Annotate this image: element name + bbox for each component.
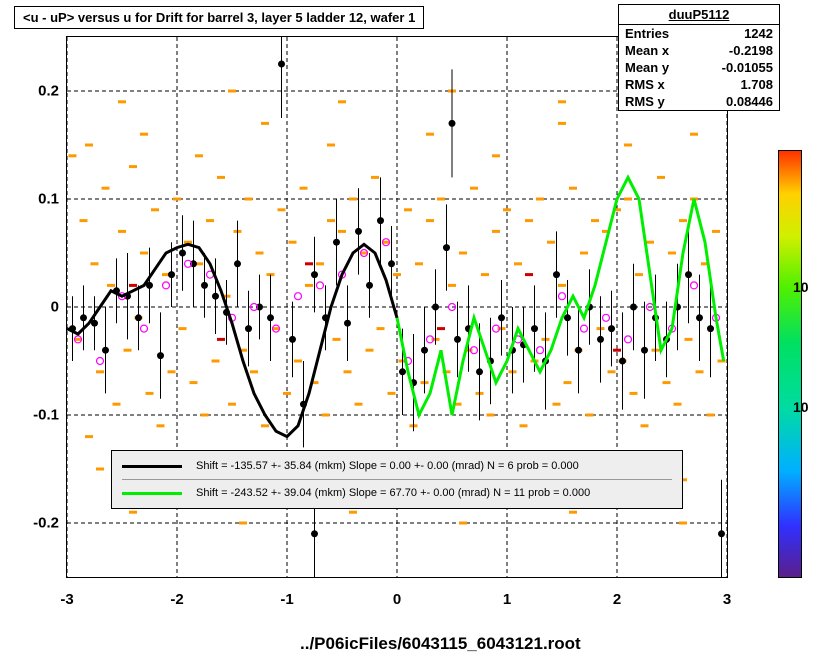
meanx-label: Mean x [625,43,669,58]
entries-value: 1242 [744,26,773,41]
y-axis-label: 0 [51,299,59,316]
y-axis-label: 0.2 [38,83,59,100]
y-axis-label: -0.1 [33,407,59,424]
colorbar-label-top: 10 [793,279,809,295]
x-axis-label: -3 [60,591,73,608]
legend-row-black: Shift = -135.57 +- 35.84 (mkm) Slope = 0… [122,457,672,475]
x-axis-label: -2 [170,591,183,608]
legend-line-green [122,492,182,495]
meany-label: Mean y [625,60,669,75]
meanx-value: -0.2198 [729,43,773,58]
x-axis-label: 1 [503,591,511,608]
x-axis-label: 2 [613,591,621,608]
y-axis-label: 0.1 [38,191,59,208]
stats-name: duuP5112 [619,5,779,25]
chart-title: <u - uP> versus u for Drift for barrel 3… [14,6,424,29]
meany-value: -0.01055 [722,60,773,75]
fit-legend: Shift = -135.57 +- 35.84 (mkm) Slope = 0… [111,450,683,509]
footer-filename: ../P06icFiles/6043115_6043121.root [300,634,581,654]
rmsy-value: 0.08446 [726,94,773,109]
legend-row-green: Shift = -243.52 +- 39.04 (mkm) Slope = 6… [122,479,672,502]
x-axis-label: 0 [393,591,401,608]
rmsx-value: 1.708 [740,77,773,92]
colorbar-label-bottom: 10 [793,399,809,415]
rmsx-label: RMS x [625,77,665,92]
plot-area: Shift = -135.57 +- 35.84 (mkm) Slope = 0… [66,36,728,578]
legend-text-green: Shift = -243.52 +- 39.04 (mkm) Slope = 6… [196,487,590,499]
rmsy-label: RMS y [625,94,665,109]
legend-text-black: Shift = -135.57 +- 35.84 (mkm) Slope = 0… [196,460,579,472]
y-axis-label: -0.2 [33,515,59,532]
legend-line-black [122,465,182,468]
x-axis-label: 3 [723,591,731,608]
stats-box: duuP5112 Entries 1242 Mean x -0.2198 Mean … [618,4,780,111]
x-axis-label: -1 [280,591,293,608]
entries-label: Entries [625,26,669,41]
colorbar: 10 10 [778,150,802,578]
